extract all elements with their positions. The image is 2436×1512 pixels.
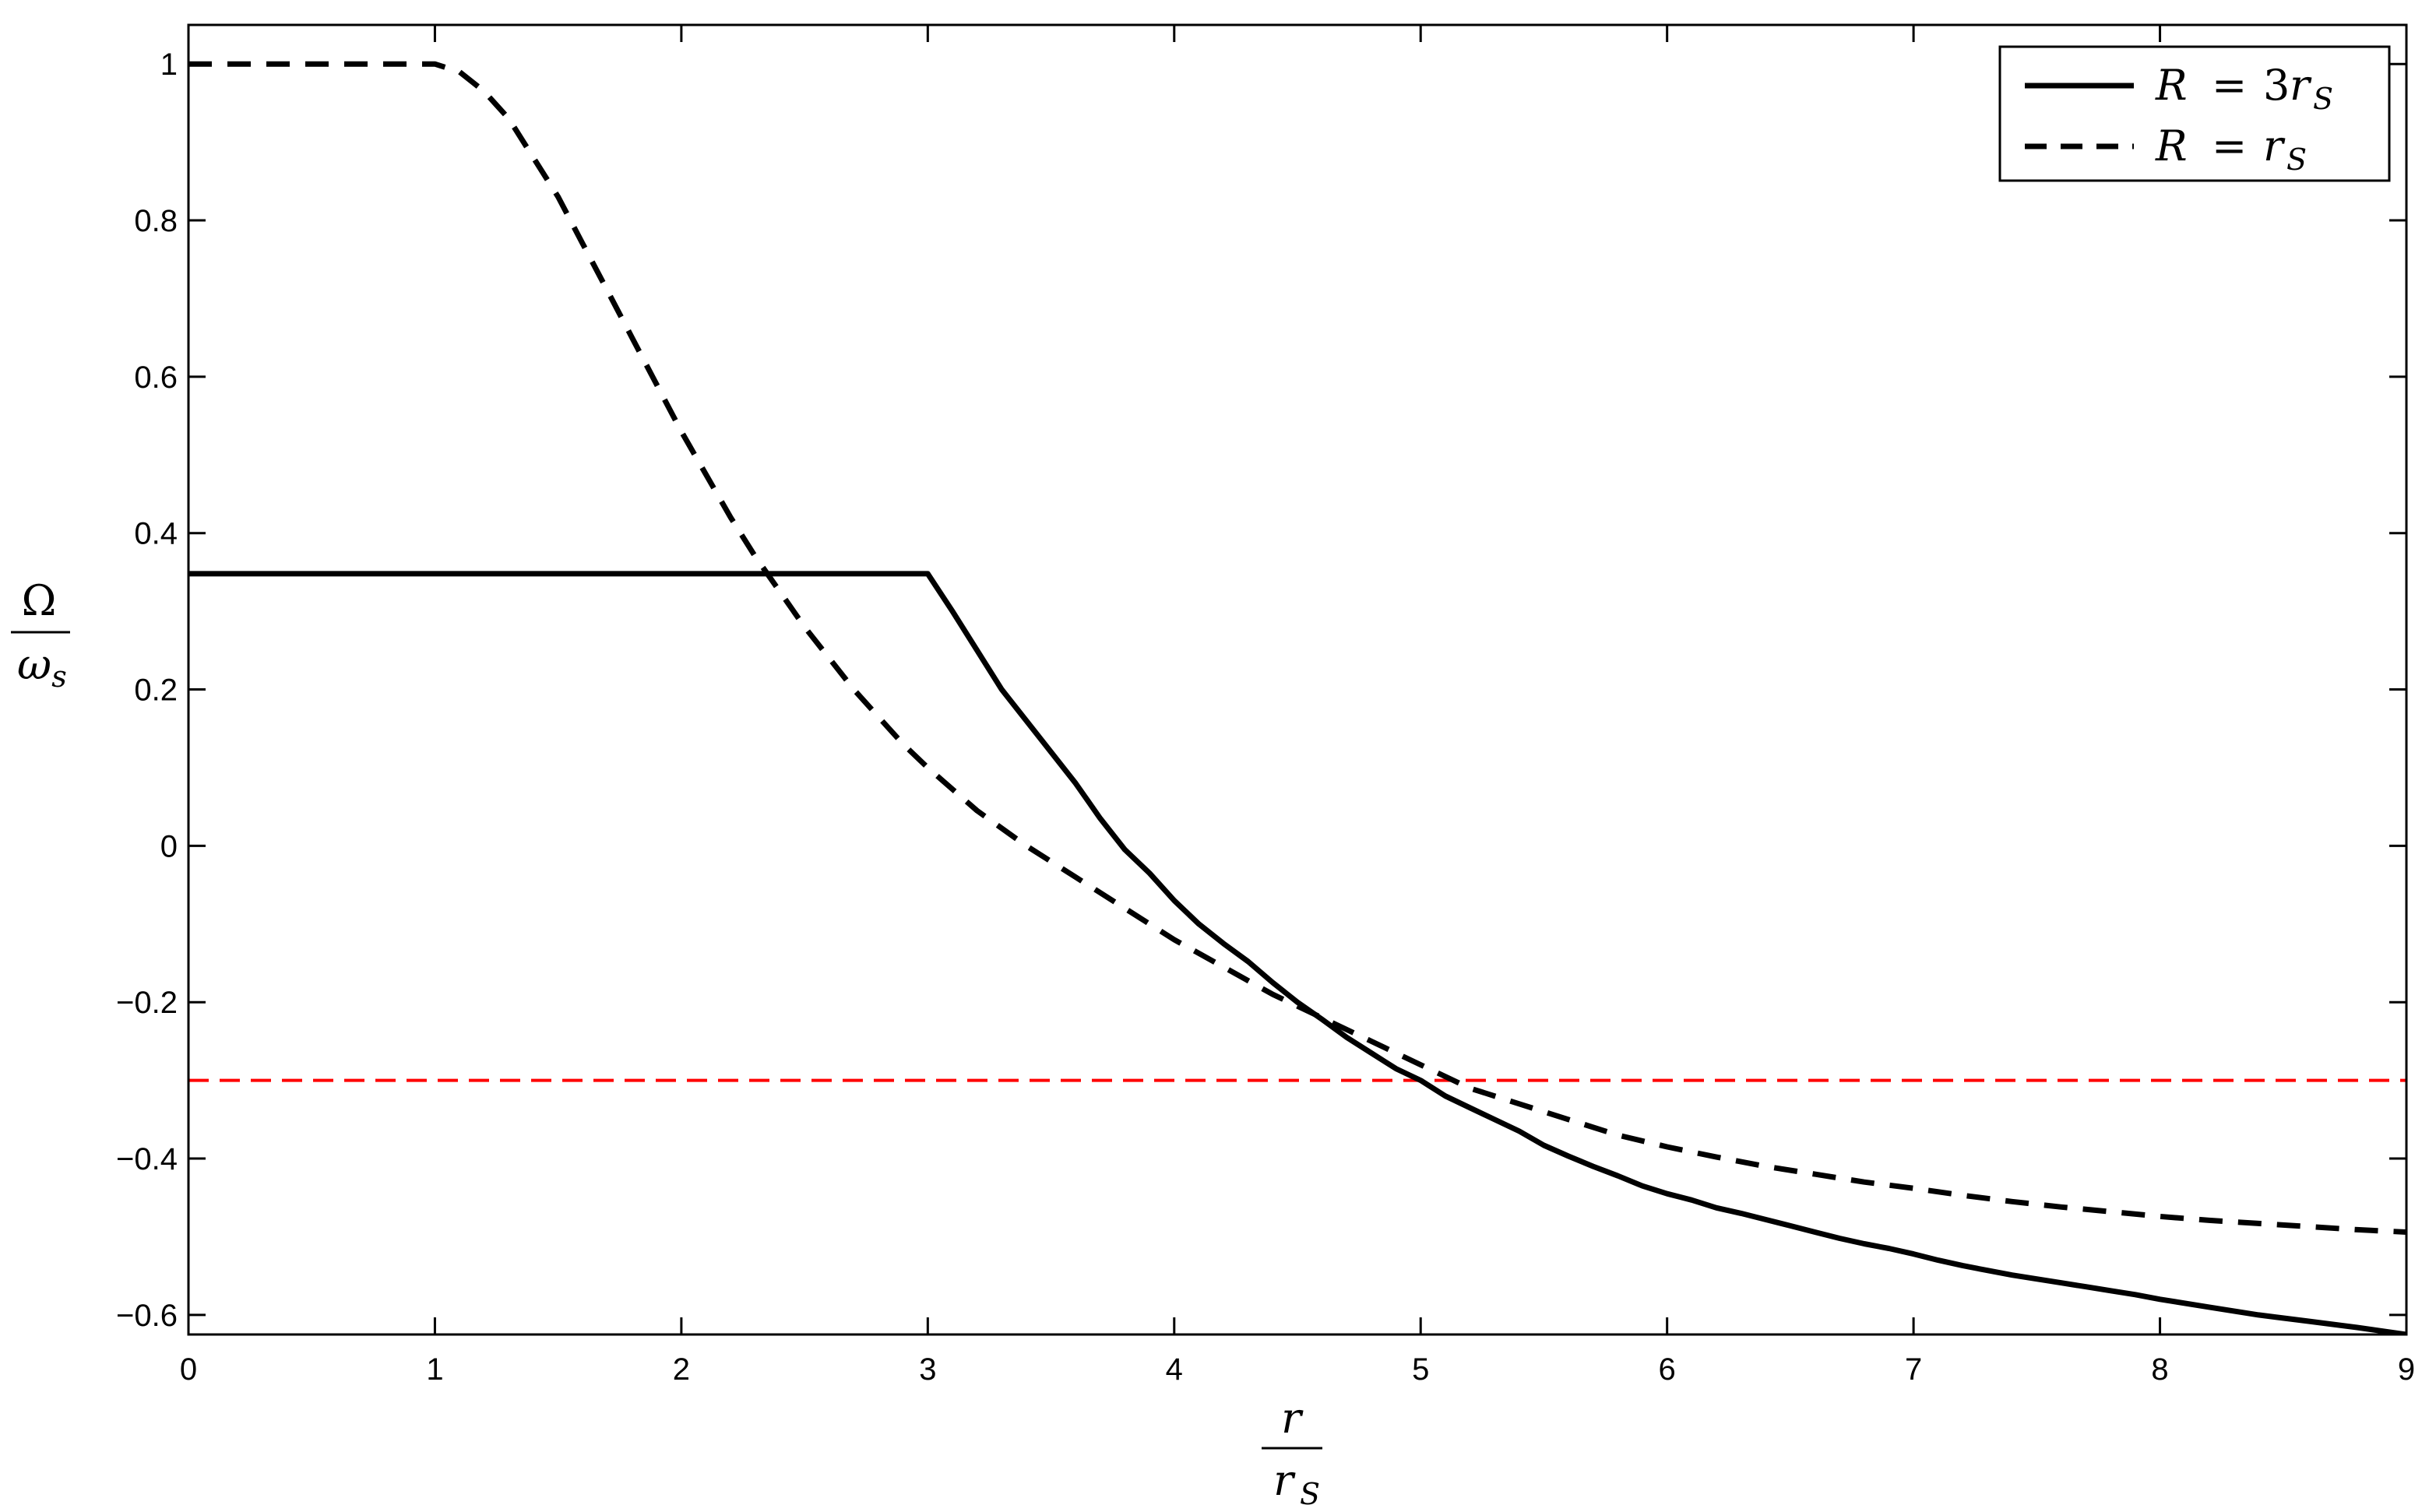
- axis-tick-labels: 0 1 2 3 4 5 6 7 8 9 −0.6 −0.4 −0.2 0 0.2 0.4 0.6 0.8 1: [116, 47, 2415, 1387]
- series-line-dashed: [188, 61, 2406, 1235]
- x-tick-label: 9: [2398, 1352, 2415, 1387]
- legend-dashed-base: r: [2263, 121, 2286, 171]
- x-tick-label: 6: [1659, 1352, 1676, 1387]
- x-tick-label: 5: [1412, 1352, 1429, 1387]
- x-tick-label: 0: [180, 1352, 197, 1387]
- x-tick-label: 3: [919, 1352, 936, 1387]
- x-label-denominator: r: [1273, 1456, 1296, 1505]
- legend-dashed-sub: S: [2286, 142, 2307, 177]
- y-tick-label: 0: [160, 829, 178, 863]
- y-tick-label: −0.4: [116, 1142, 178, 1176]
- x-tick-label: 8: [2151, 1352, 2168, 1387]
- series-line-solid: [188, 571, 2406, 1334]
- x-label-denominator-subscript: S: [1300, 1477, 1320, 1511]
- legend-box: [1998, 45, 2391, 182]
- x-tick-label: 7: [1905, 1352, 1922, 1387]
- x-tick-label: 4: [1166, 1352, 1183, 1387]
- y-tick-label: 0.6: [134, 360, 178, 395]
- legend-solid-base: r: [2290, 61, 2312, 110]
- y-tick-label: 0.4: [134, 517, 178, 551]
- x-axis-label: r r S: [1262, 1394, 1322, 1511]
- y-tick-label: 1: [160, 47, 178, 82]
- y-tick-label: 0.2: [134, 673, 178, 708]
- legend-entry-solid: R = 3 r S: [2155, 61, 2333, 116]
- x-tick-label: 2: [673, 1352, 690, 1387]
- legend-solid-coef: 3: [2263, 61, 2290, 110]
- x-tick-label: 1: [426, 1352, 443, 1387]
- legend-dashed-lhs: R: [2155, 121, 2188, 171]
- legend-solid-lhs: R: [2155, 61, 2188, 110]
- legend-dashed-equals: =: [2212, 121, 2247, 171]
- axis-ticks: [187, 25, 2408, 1334]
- y-tick-label: 0.8: [134, 204, 178, 238]
- legend: R = 3 r S R = r S: [1998, 45, 2391, 182]
- y-axis-label: Ω ω s: [11, 576, 70, 694]
- legend-entry-dashed: R = r S: [2155, 121, 2307, 177]
- legend-solid-equals: =: [2212, 61, 2247, 110]
- x-label-numerator: r: [1281, 1394, 1304, 1443]
- y-tick-label: −0.6: [116, 1299, 178, 1333]
- y-tick-label: −0.2: [116, 986, 178, 1020]
- y-label-denominator-subscript: s: [51, 659, 67, 694]
- legend-solid-sub: S: [2313, 82, 2333, 116]
- axes-frame: [187, 23, 2408, 1336]
- y-label-numerator: Ω: [22, 576, 57, 625]
- y-label-denominator: ω: [17, 640, 51, 689]
